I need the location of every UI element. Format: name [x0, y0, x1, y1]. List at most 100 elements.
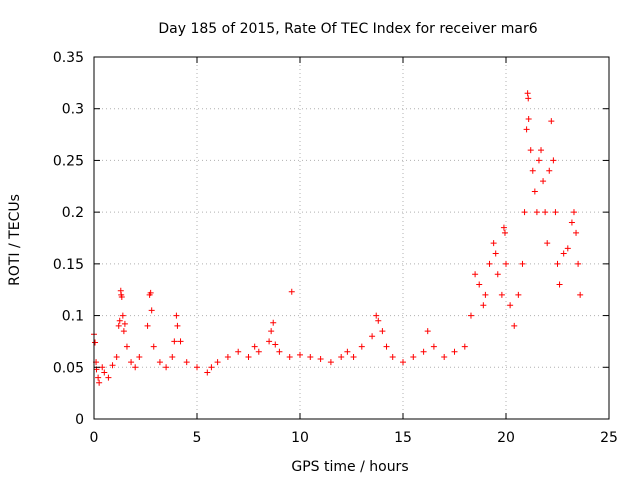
- data-point: [552, 209, 559, 216]
- data-point: [183, 359, 190, 366]
- data-point: [519, 260, 526, 267]
- data-point: [533, 209, 540, 216]
- data-point: [169, 353, 176, 360]
- data-point: [288, 288, 295, 295]
- data-point: [121, 320, 128, 327]
- data-point: [548, 118, 555, 125]
- y-tick-label: 0.2: [62, 205, 84, 221]
- data-point: [136, 353, 143, 360]
- data-point: [101, 369, 108, 376]
- data-point: [523, 126, 530, 133]
- data-point: [538, 147, 545, 154]
- data-point: [575, 260, 582, 267]
- data-point: [554, 260, 561, 267]
- data-point: [525, 116, 532, 123]
- data-point: [174, 322, 181, 329]
- data-point: [501, 229, 508, 236]
- data-point: [467, 312, 474, 319]
- data-point: [266, 338, 273, 345]
- data-point: [132, 364, 139, 371]
- data-point: [410, 353, 417, 360]
- data-point: [430, 343, 437, 350]
- data-point: [123, 343, 130, 350]
- data-point: [400, 359, 406, 366]
- x-tick-label: 25: [600, 430, 618, 446]
- x-axis-label: GPS time / hours: [291, 459, 408, 475]
- data-point: [327, 359, 334, 366]
- data-point: [272, 341, 279, 348]
- data-point: [276, 348, 283, 355]
- data-points: [91, 90, 584, 386]
- data-point: [150, 343, 157, 350]
- data-point: [525, 95, 532, 102]
- data-point: [511, 322, 518, 329]
- data-point: [441, 353, 448, 360]
- data-point: [156, 359, 163, 366]
- data-point: [560, 250, 567, 257]
- data-point: [344, 348, 351, 355]
- data-point: [251, 343, 258, 350]
- data-point: [451, 348, 458, 355]
- x-tick-label: 0: [90, 430, 99, 446]
- data-point: [540, 178, 547, 185]
- data-point: [529, 167, 536, 174]
- data-point: [194, 364, 200, 371]
- y-tick-label: 0: [75, 412, 84, 428]
- data-point: [208, 364, 215, 371]
- data-point: [255, 348, 262, 355]
- data-point: [163, 364, 170, 371]
- data-point: [535, 157, 542, 164]
- data-point: [118, 293, 125, 300]
- y-tick-label: 0.25: [53, 153, 84, 169]
- data-point: [492, 250, 499, 257]
- data-point: [358, 343, 365, 350]
- x-tick-label: 5: [193, 430, 202, 446]
- data-point: [235, 348, 242, 355]
- data-point: [550, 157, 557, 164]
- data-point: [317, 356, 324, 363]
- data-point: [224, 353, 231, 360]
- data-point: [369, 333, 376, 340]
- data-point: [424, 328, 431, 335]
- y-tick-label: 0.1: [62, 309, 84, 325]
- y-tick-label: 0.35: [53, 50, 84, 66]
- data-point: [476, 281, 483, 288]
- data-point: [297, 351, 303, 358]
- data-point: [338, 353, 345, 360]
- data-point: [383, 343, 390, 350]
- data-point: [268, 328, 275, 335]
- data-point: [472, 271, 479, 278]
- data-point: [171, 338, 178, 345]
- data-point: [486, 260, 493, 267]
- data-point: [350, 353, 357, 360]
- data-point: [498, 291, 505, 298]
- axes: 0 5 10 15 20 25 0 0.05 0.1 0.15 0.2 0.25 0.3 0.35: [53, 50, 618, 446]
- data-point: [204, 369, 211, 376]
- grid-lines: [94, 57, 609, 419]
- x-tick-label: 10: [291, 430, 309, 446]
- data-point: [542, 209, 549, 216]
- y-tick-label: 0.15: [53, 257, 84, 273]
- data-point: [494, 271, 501, 278]
- data-point: [420, 348, 427, 355]
- data-point: [556, 281, 563, 288]
- data-point: [573, 229, 580, 236]
- data-point: [105, 374, 112, 381]
- data-point: [527, 147, 534, 154]
- data-point: [515, 291, 522, 298]
- y-tick-label: 0.3: [62, 102, 84, 118]
- data-point: [113, 353, 120, 360]
- data-point: [375, 317, 382, 324]
- data-point: [507, 302, 514, 309]
- plot-frame: [93, 56, 610, 420]
- data-point: [115, 322, 122, 329]
- data-point: [568, 219, 575, 226]
- data-point: [144, 322, 151, 329]
- data-point: [500, 224, 507, 231]
- y-axis-label: ROTI / TECUs: [7, 194, 23, 286]
- x-tick-label: 15: [394, 430, 412, 446]
- data-point: [524, 90, 531, 97]
- data-point: [544, 240, 551, 247]
- data-point: [99, 364, 106, 371]
- data-point: [389, 353, 396, 360]
